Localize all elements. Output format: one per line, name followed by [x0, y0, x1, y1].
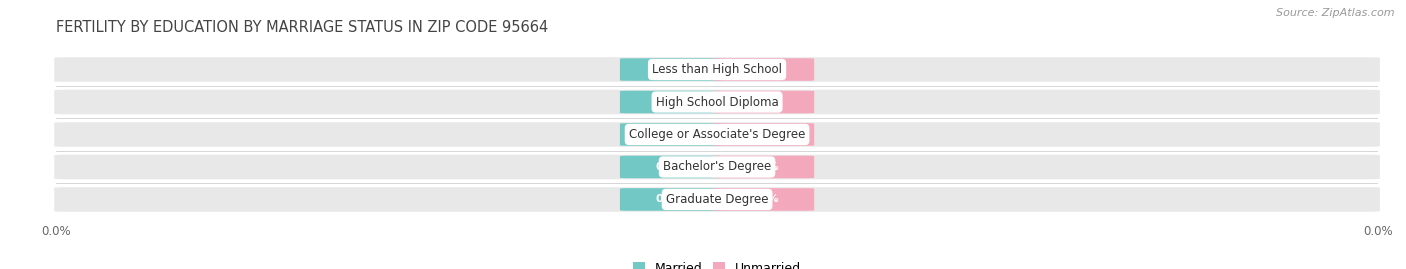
FancyBboxPatch shape	[713, 123, 814, 146]
Text: 0.0%: 0.0%	[748, 194, 779, 204]
FancyBboxPatch shape	[55, 155, 1379, 179]
FancyBboxPatch shape	[55, 90, 1379, 114]
FancyBboxPatch shape	[55, 187, 1379, 212]
FancyBboxPatch shape	[713, 188, 814, 211]
Text: Less than High School: Less than High School	[652, 63, 782, 76]
FancyBboxPatch shape	[620, 156, 721, 178]
Text: Source: ZipAtlas.com: Source: ZipAtlas.com	[1277, 8, 1395, 18]
Text: 0.0%: 0.0%	[748, 65, 779, 75]
FancyBboxPatch shape	[620, 123, 721, 146]
Text: 0.0%: 0.0%	[655, 65, 686, 75]
Legend: Married, Unmarried: Married, Unmarried	[627, 257, 807, 269]
Text: 0.0%: 0.0%	[655, 162, 686, 172]
Text: FERTILITY BY EDUCATION BY MARRIAGE STATUS IN ZIP CODE 95664: FERTILITY BY EDUCATION BY MARRIAGE STATU…	[56, 20, 548, 35]
FancyBboxPatch shape	[620, 58, 721, 81]
Text: 0.0%: 0.0%	[655, 129, 686, 140]
Text: 0.0%: 0.0%	[655, 97, 686, 107]
Text: Bachelor's Degree: Bachelor's Degree	[664, 161, 770, 174]
FancyBboxPatch shape	[620, 91, 721, 113]
Text: 0.0%: 0.0%	[748, 129, 779, 140]
FancyBboxPatch shape	[713, 58, 814, 81]
Text: Graduate Degree: Graduate Degree	[666, 193, 768, 206]
Text: 0.0%: 0.0%	[748, 162, 779, 172]
FancyBboxPatch shape	[713, 91, 814, 113]
Text: 0.0%: 0.0%	[748, 97, 779, 107]
FancyBboxPatch shape	[55, 57, 1379, 82]
Text: High School Diploma: High School Diploma	[655, 95, 779, 108]
Text: 0.0%: 0.0%	[655, 194, 686, 204]
FancyBboxPatch shape	[620, 188, 721, 211]
FancyBboxPatch shape	[713, 156, 814, 178]
FancyBboxPatch shape	[55, 122, 1379, 147]
Text: College or Associate's Degree: College or Associate's Degree	[628, 128, 806, 141]
